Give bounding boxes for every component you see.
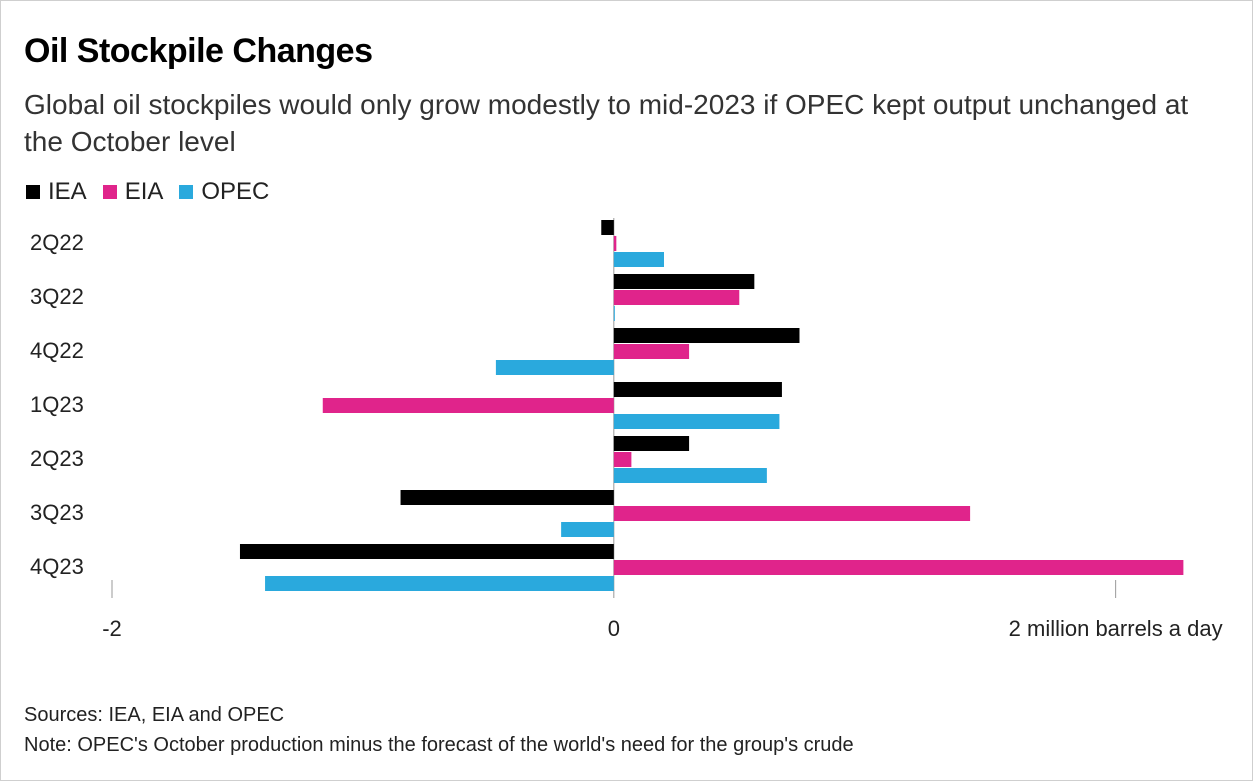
bar-opec-4q22 (495, 360, 614, 375)
bar-opec-1q23 (613, 414, 780, 429)
bar-iea-4q23 (239, 544, 614, 559)
bar-eia-3q22 (613, 290, 740, 305)
legend-item-iea: IEA (26, 178, 87, 206)
legend-item-eia: EIA (102, 178, 164, 206)
category-label: 3Q22 (30, 284, 84, 309)
legend-label-iea: IEA (48, 178, 87, 205)
bar-iea-4q22 (613, 328, 800, 343)
sources-note: Sources: IEA, EIA and OPEC (24, 704, 285, 726)
bar-opec-3q22 (613, 306, 615, 321)
legend: IEA EIA OPEC (26, 178, 285, 206)
category-label: 3Q23 (30, 500, 84, 525)
x-tick-label: 2 million barrels a day (1009, 616, 1223, 641)
bar-eia-2q22 (613, 236, 617, 251)
chart-subtitle: Global oil stockpiles would only grow mo… (24, 89, 1189, 157)
bar-opec-4q23 (265, 576, 614, 591)
bar-eia-3q23 (613, 506, 971, 521)
bar-opec-3q23 (561, 522, 614, 537)
x-tick-label: -2 (102, 616, 122, 641)
legend-swatch-eia (102, 185, 117, 199)
bar-iea-1q23 (613, 382, 782, 397)
bar-opec-2q23 (613, 468, 767, 483)
bar-opec-2q22 (613, 252, 664, 267)
category-label: 2Q23 (30, 446, 84, 471)
legend-item-opec: OPEC (179, 178, 269, 206)
legend-label-eia: EIA (124, 178, 164, 205)
legend-label-opec: OPEC (201, 178, 270, 205)
legend-swatch-iea (26, 185, 40, 199)
category-label: 1Q23 (30, 392, 84, 417)
bar-eia-2q23 (613, 452, 632, 467)
bar-iea-3q23 (400, 490, 614, 505)
legend-swatch-opec (179, 185, 194, 199)
bar-iea-3q22 (613, 274, 755, 289)
chart-title: Oil Stockpile Changes (24, 32, 373, 70)
bar-eia-4q22 (613, 344, 690, 359)
footnote: Note: OPEC's October production minus th… (24, 734, 854, 756)
bar-eia-1q23 (322, 398, 614, 413)
bar-iea-2q23 (613, 436, 690, 451)
category-label: 2Q22 (30, 230, 84, 255)
bar-iea-2q22 (601, 220, 614, 235)
x-tick-label: 0 (608, 616, 620, 641)
category-label: 4Q23 (30, 554, 84, 579)
category-label: 4Q22 (30, 338, 84, 363)
bar-eia-4q23 (613, 560, 1184, 575)
